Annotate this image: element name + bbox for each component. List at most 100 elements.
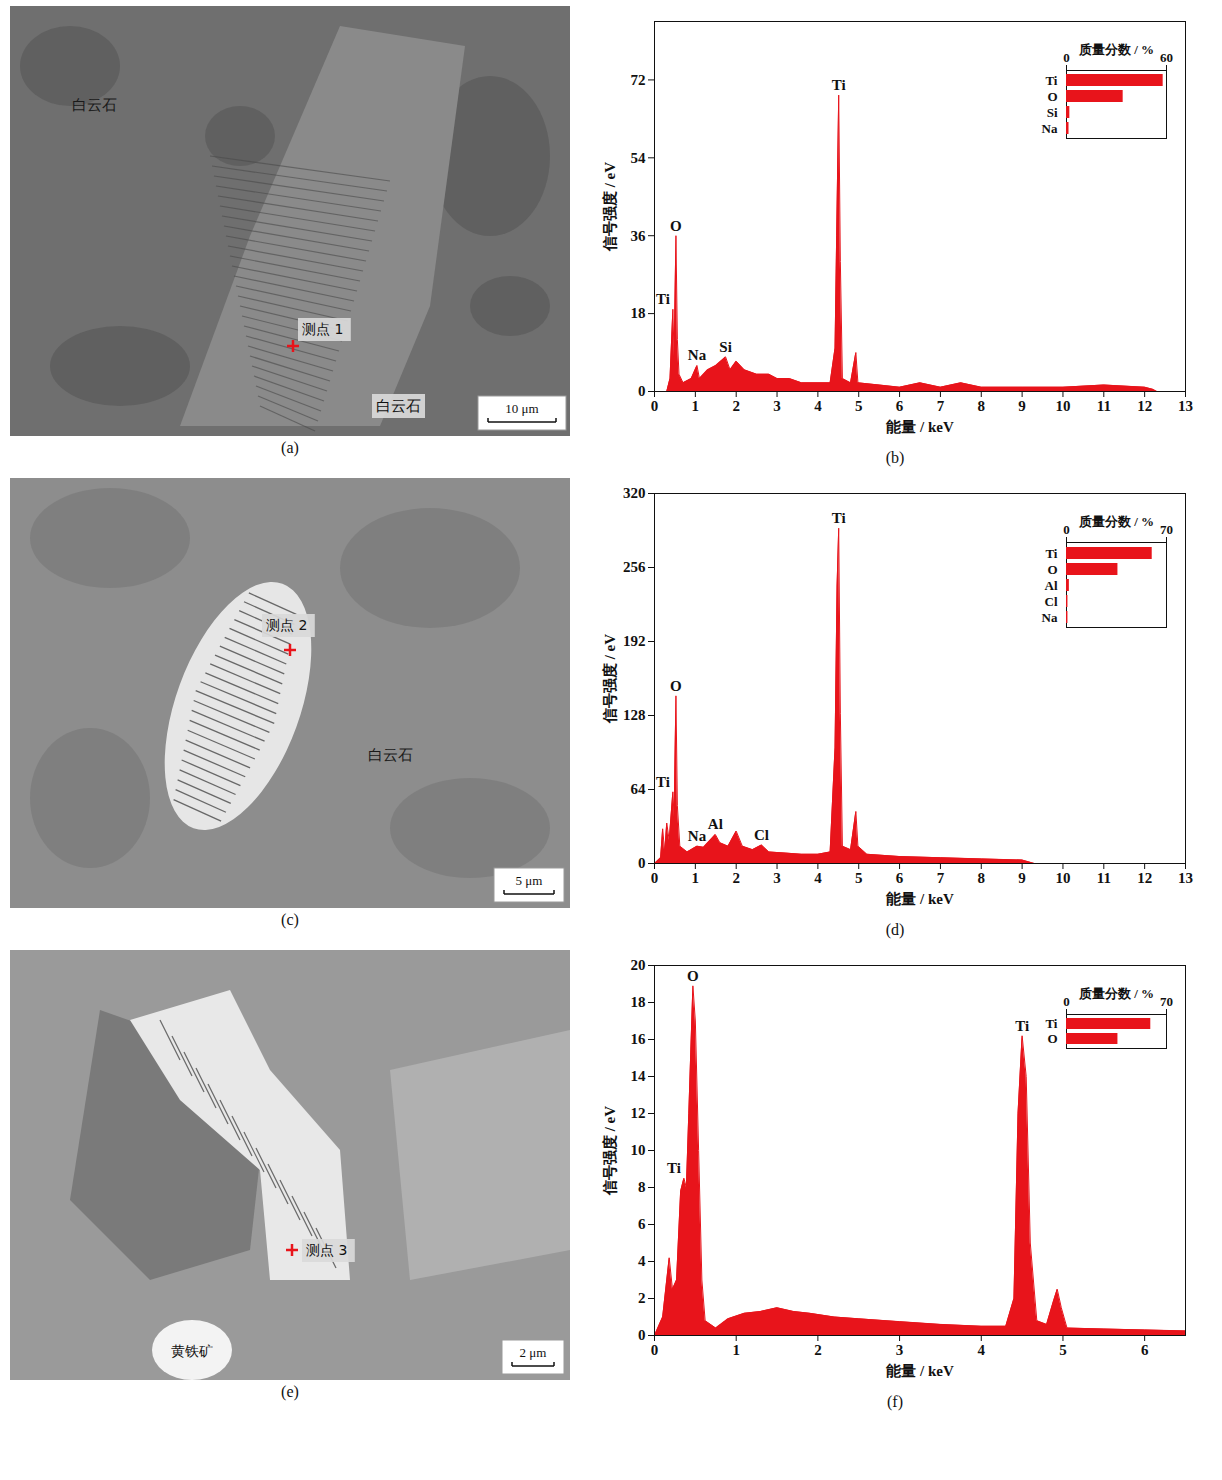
svg-text:Ti: Ti bbox=[656, 291, 670, 307]
svg-text:信号强度 / eV: 信号强度 / eV bbox=[601, 1106, 618, 1196]
svg-text:Na: Na bbox=[688, 347, 707, 363]
svg-text:70: 70 bbox=[1160, 522, 1173, 537]
svg-text:14: 14 bbox=[631, 1068, 647, 1084]
svg-text:2: 2 bbox=[732, 398, 740, 414]
svg-text:O: O bbox=[1047, 1031, 1057, 1046]
svg-text:10 μm: 10 μm bbox=[505, 401, 538, 416]
svg-text:60: 60 bbox=[1160, 50, 1173, 65]
svg-text:质量分数 / %: 质量分数 / % bbox=[1078, 514, 1154, 529]
svg-text:测点 1: 测点 1 bbox=[302, 321, 343, 337]
svg-text:Ti: Ti bbox=[1045, 73, 1057, 88]
svg-text:11: 11 bbox=[1097, 398, 1111, 414]
svg-text:0: 0 bbox=[651, 398, 659, 414]
svg-text:2: 2 bbox=[638, 1290, 646, 1306]
svg-text:0: 0 bbox=[1063, 994, 1070, 1009]
svg-text:9: 9 bbox=[1018, 398, 1026, 414]
svg-text:8: 8 bbox=[978, 870, 986, 886]
svg-text:O: O bbox=[1047, 562, 1057, 577]
svg-text:9: 9 bbox=[1018, 870, 1026, 886]
svg-text:70: 70 bbox=[1160, 994, 1173, 1009]
svg-text:18: 18 bbox=[631, 994, 646, 1010]
svg-text:5 μm: 5 μm bbox=[516, 873, 543, 888]
svg-text:6: 6 bbox=[896, 398, 904, 414]
svg-text:54: 54 bbox=[631, 150, 647, 166]
svg-text:5: 5 bbox=[855, 398, 863, 414]
svg-text:320: 320 bbox=[623, 485, 646, 501]
svg-text:18: 18 bbox=[631, 305, 646, 321]
svg-text:0: 0 bbox=[651, 1342, 659, 1358]
svg-text:质量分数 / %: 质量分数 / % bbox=[1078, 42, 1154, 57]
svg-text:4: 4 bbox=[814, 398, 822, 414]
svg-text:Ti: Ti bbox=[832, 77, 846, 93]
svg-text:1: 1 bbox=[732, 1342, 740, 1358]
svg-text:8: 8 bbox=[978, 398, 986, 414]
svg-text:Si: Si bbox=[719, 339, 732, 355]
svg-text:Ti: Ti bbox=[656, 774, 670, 790]
svg-text:质量分数 / %: 质量分数 / % bbox=[1078, 986, 1154, 1001]
svg-text:2 μm: 2 μm bbox=[520, 1345, 547, 1360]
svg-text:3: 3 bbox=[896, 1342, 904, 1358]
svg-text:0: 0 bbox=[638, 383, 646, 399]
svg-text:7: 7 bbox=[937, 398, 945, 414]
svg-text:能量 / keV: 能量 / keV bbox=[886, 891, 954, 907]
svg-text:信号强度 / eV: 信号强度 / eV bbox=[601, 162, 618, 252]
svg-text:16: 16 bbox=[631, 1031, 647, 1047]
svg-text:3: 3 bbox=[773, 870, 781, 886]
svg-text:0: 0 bbox=[1063, 522, 1070, 537]
svg-text:O: O bbox=[670, 218, 682, 234]
svg-text:10: 10 bbox=[631, 1142, 646, 1158]
svg-text:20: 20 bbox=[631, 957, 646, 973]
svg-text:12: 12 bbox=[1137, 398, 1152, 414]
svg-text:10: 10 bbox=[1055, 870, 1070, 886]
svg-text:3: 3 bbox=[773, 398, 781, 414]
svg-text:Na: Na bbox=[1042, 610, 1058, 625]
svg-text:64: 64 bbox=[631, 781, 647, 797]
svg-text:Ti: Ti bbox=[1015, 1018, 1029, 1034]
svg-text:2: 2 bbox=[814, 1342, 822, 1358]
svg-text:4: 4 bbox=[978, 1342, 986, 1358]
svg-text:白云石: 白云石 bbox=[376, 397, 421, 415]
svg-text:12: 12 bbox=[631, 1105, 646, 1121]
svg-text:Na: Na bbox=[688, 828, 707, 844]
svg-text:6: 6 bbox=[896, 870, 904, 886]
svg-text:0: 0 bbox=[651, 870, 659, 886]
svg-text:测点 3: 测点 3 bbox=[306, 1242, 347, 1258]
svg-text:信号强度 / eV: 信号强度 / eV bbox=[601, 634, 618, 724]
svg-text:Ti: Ti bbox=[1045, 1016, 1057, 1031]
svg-text:4: 4 bbox=[814, 870, 822, 886]
svg-text:5: 5 bbox=[1059, 1342, 1067, 1358]
svg-text:Na: Na bbox=[1042, 121, 1058, 136]
svg-text:0: 0 bbox=[1063, 50, 1070, 65]
svg-text:O: O bbox=[687, 968, 699, 984]
svg-text:Al: Al bbox=[708, 816, 723, 832]
svg-text:Si: Si bbox=[1047, 105, 1058, 120]
svg-text:13: 13 bbox=[1178, 870, 1193, 886]
svg-text:能量 / keV: 能量 / keV bbox=[886, 419, 954, 435]
svg-text:1: 1 bbox=[692, 870, 700, 886]
svg-text:Ti: Ti bbox=[1045, 546, 1057, 561]
svg-text:256: 256 bbox=[623, 559, 646, 575]
svg-text:192: 192 bbox=[623, 633, 646, 649]
svg-text:0: 0 bbox=[638, 1327, 646, 1343]
svg-text:2: 2 bbox=[732, 870, 740, 886]
svg-text:黄铁矿: 黄铁矿 bbox=[171, 1343, 213, 1359]
svg-text:Ti: Ti bbox=[667, 1160, 681, 1176]
svg-text:10: 10 bbox=[1055, 398, 1070, 414]
svg-text:O: O bbox=[670, 678, 682, 694]
svg-text:12: 12 bbox=[1137, 870, 1152, 886]
svg-text:6: 6 bbox=[1141, 1342, 1149, 1358]
svg-text:Al: Al bbox=[1045, 578, 1058, 593]
svg-text:36: 36 bbox=[631, 228, 647, 244]
svg-text:4: 4 bbox=[638, 1253, 646, 1269]
svg-text:6: 6 bbox=[638, 1216, 646, 1232]
svg-text:0: 0 bbox=[638, 855, 646, 871]
svg-text:Cl: Cl bbox=[754, 827, 769, 843]
svg-text:128: 128 bbox=[623, 707, 646, 723]
svg-text:Ti: Ti bbox=[832, 510, 846, 526]
svg-text:13: 13 bbox=[1178, 398, 1193, 414]
svg-text:Cl: Cl bbox=[1045, 594, 1058, 609]
svg-text:测点 2: 测点 2 bbox=[266, 617, 307, 633]
svg-text:5: 5 bbox=[855, 870, 863, 886]
svg-text:白云石: 白云石 bbox=[368, 746, 413, 764]
svg-text:1: 1 bbox=[692, 398, 700, 414]
